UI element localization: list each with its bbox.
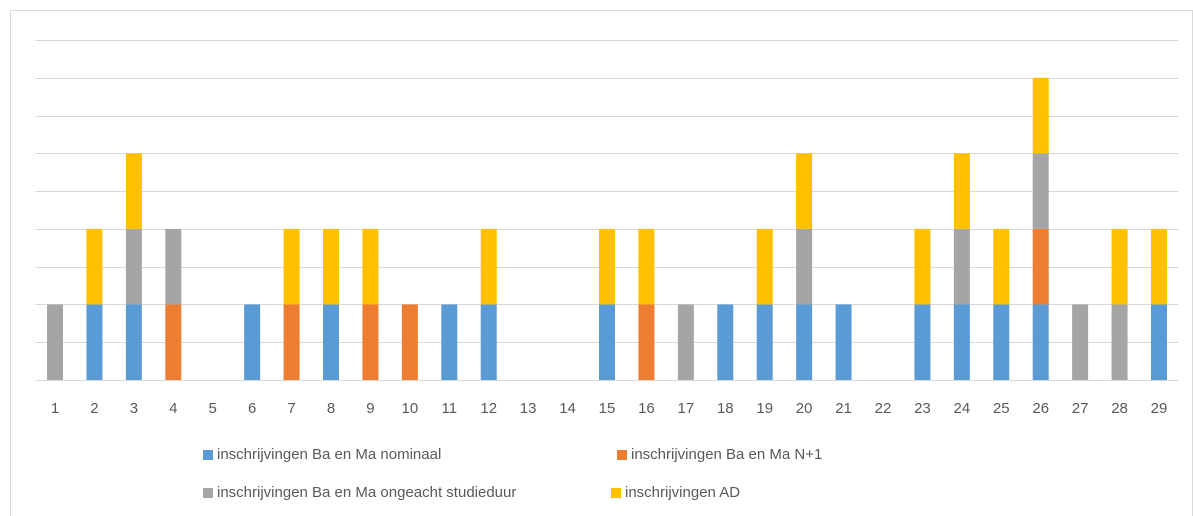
bar-segment bbox=[323, 304, 340, 380]
bar-segment bbox=[638, 304, 655, 380]
bar-segment bbox=[1150, 228, 1167, 305]
x-tick-label: 21 bbox=[835, 400, 852, 417]
bar-segment bbox=[1032, 77, 1049, 154]
bar-segment bbox=[362, 304, 379, 380]
bar-segment bbox=[165, 304, 182, 380]
x-tick-label: 18 bbox=[717, 400, 734, 417]
x-tick-label: 27 bbox=[1072, 400, 1089, 417]
bar-segment bbox=[86, 304, 103, 380]
legend-label: inschrijvingen Ba en Ma ongeacht studied… bbox=[217, 484, 516, 501]
x-tick-label: 4 bbox=[169, 400, 177, 417]
bar-segment bbox=[993, 304, 1010, 380]
x-tick-label: 28 bbox=[1111, 400, 1128, 417]
bar-segment bbox=[953, 304, 970, 380]
x-tick-label: 23 bbox=[914, 400, 931, 417]
x-tick-label: 25 bbox=[993, 400, 1010, 417]
x-tick-label: 19 bbox=[756, 400, 773, 417]
bar-segment bbox=[677, 304, 694, 380]
bar-segment bbox=[835, 304, 852, 380]
bar-segment bbox=[796, 153, 813, 229]
bar-segment bbox=[756, 228, 773, 305]
bar-segment bbox=[1032, 153, 1049, 229]
x-tick-label: 16 bbox=[638, 400, 655, 417]
bar-segment bbox=[125, 304, 142, 380]
legend-label: inschrijvingen Ba en Ma N+1 bbox=[631, 446, 822, 463]
bar-segment bbox=[1032, 228, 1049, 305]
x-tick-label: 26 bbox=[1032, 400, 1049, 417]
x-tick-label: 1 bbox=[51, 400, 59, 417]
bar-segment bbox=[953, 153, 970, 229]
bar-segment bbox=[283, 304, 300, 380]
bar-segment bbox=[86, 228, 103, 305]
legend-label: inschrijvingen AD bbox=[625, 484, 740, 501]
legend-swatch bbox=[617, 450, 627, 460]
bar-segment bbox=[717, 304, 734, 380]
x-tick-label: 17 bbox=[678, 400, 695, 417]
legend-label: inschrijvingen Ba en Ma nominaal bbox=[217, 446, 441, 463]
x-tick-label: 15 bbox=[599, 400, 616, 417]
bar-segment bbox=[1150, 304, 1167, 380]
bar-segment bbox=[914, 304, 931, 380]
bar-segment bbox=[599, 304, 615, 380]
bar-segment bbox=[1072, 304, 1089, 380]
x-tick-label: 13 bbox=[520, 400, 537, 417]
x-tick-label: 7 bbox=[287, 400, 295, 417]
bar-segment bbox=[165, 228, 182, 305]
bar-segment bbox=[283, 228, 300, 305]
x-tick-label: 3 bbox=[130, 400, 138, 417]
x-tick-label: 10 bbox=[402, 400, 419, 417]
x-tick-label: 20 bbox=[796, 400, 813, 417]
bar-segment bbox=[480, 304, 497, 380]
x-tick-label: 14 bbox=[559, 400, 576, 417]
bar-segment bbox=[362, 228, 379, 305]
x-tick-label: 6 bbox=[248, 400, 256, 417]
x-tick-label: 22 bbox=[875, 400, 892, 417]
legend-swatch bbox=[203, 450, 213, 460]
legend-swatch bbox=[611, 488, 621, 498]
bar-segment bbox=[993, 228, 1010, 305]
x-tick-label: 2 bbox=[90, 400, 98, 417]
bar-segment bbox=[125, 153, 142, 229]
bar-segment bbox=[441, 304, 458, 380]
bar-segment bbox=[1111, 304, 1128, 380]
bar-segment bbox=[953, 228, 970, 305]
x-tick-label: 5 bbox=[209, 400, 217, 417]
bar-segment bbox=[125, 228, 142, 305]
bar-segment bbox=[599, 228, 615, 305]
x-tick-label: 9 bbox=[366, 400, 374, 417]
bar-segment bbox=[1032, 304, 1049, 380]
bar-segment bbox=[1111, 228, 1128, 305]
bar-segment bbox=[401, 304, 418, 380]
x-tick-label: 11 bbox=[442, 400, 458, 417]
bar-segment bbox=[796, 228, 813, 305]
bar-segment bbox=[914, 228, 931, 305]
bar-segment bbox=[796, 304, 813, 380]
x-tick-label: 8 bbox=[327, 400, 335, 417]
x-tick-label: 24 bbox=[954, 400, 971, 417]
bar-segment bbox=[47, 304, 64, 380]
bar-segment bbox=[480, 228, 497, 305]
x-tick-label: 29 bbox=[1151, 400, 1168, 417]
bar-segment bbox=[756, 304, 773, 380]
bar-segment bbox=[244, 304, 261, 380]
x-tick-label: 12 bbox=[480, 400, 497, 417]
bar-segment bbox=[638, 228, 655, 305]
bar-segment bbox=[323, 228, 340, 305]
legend-swatch bbox=[203, 488, 213, 498]
